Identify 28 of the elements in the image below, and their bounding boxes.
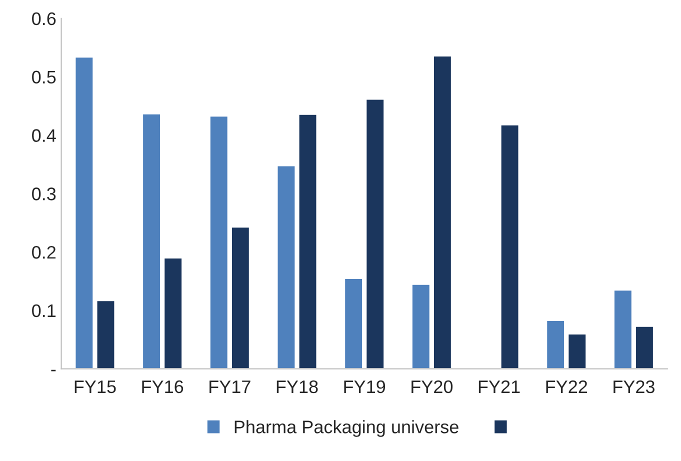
x-tick-label: FY17 [210, 380, 250, 393]
x-tick-label: FY20 [412, 380, 453, 394]
bar [298, 114, 318, 369]
x-tick-label: FY23 [614, 380, 654, 394]
y-tick-label: - [51, 370, 56, 372]
bar [500, 124, 520, 369]
x-tick-label: FY15 [74, 380, 116, 394]
x-tick-label: FY16 [142, 380, 184, 394]
y-tick-label: 0.4 [32, 129, 56, 142]
bar [74, 56, 94, 369]
y-tick-label: 0.5 [32, 70, 56, 84]
y-tick-label: 0.1 [32, 304, 56, 318]
y-tick-label: 0.6 [32, 12, 56, 26]
x-tick-label: FY18 [276, 380, 318, 394]
x-tick-label: FY19 [344, 380, 386, 394]
bar [344, 278, 364, 369]
bar [230, 226, 250, 369]
bar [567, 333, 587, 369]
bar [365, 98, 385, 369]
bar [96, 300, 116, 369]
legend-label: Pharma Packaging universe [234, 420, 458, 437]
bar [546, 320, 566, 369]
bar [276, 164, 296, 369]
bar [209, 115, 229, 369]
y-tick-label: 0.2 [32, 246, 56, 259]
y-tick-label: 0.3 [32, 188, 56, 200]
x-tick-label: FY22 [546, 380, 588, 393]
x-tick-label: FY21 [478, 380, 520, 393]
